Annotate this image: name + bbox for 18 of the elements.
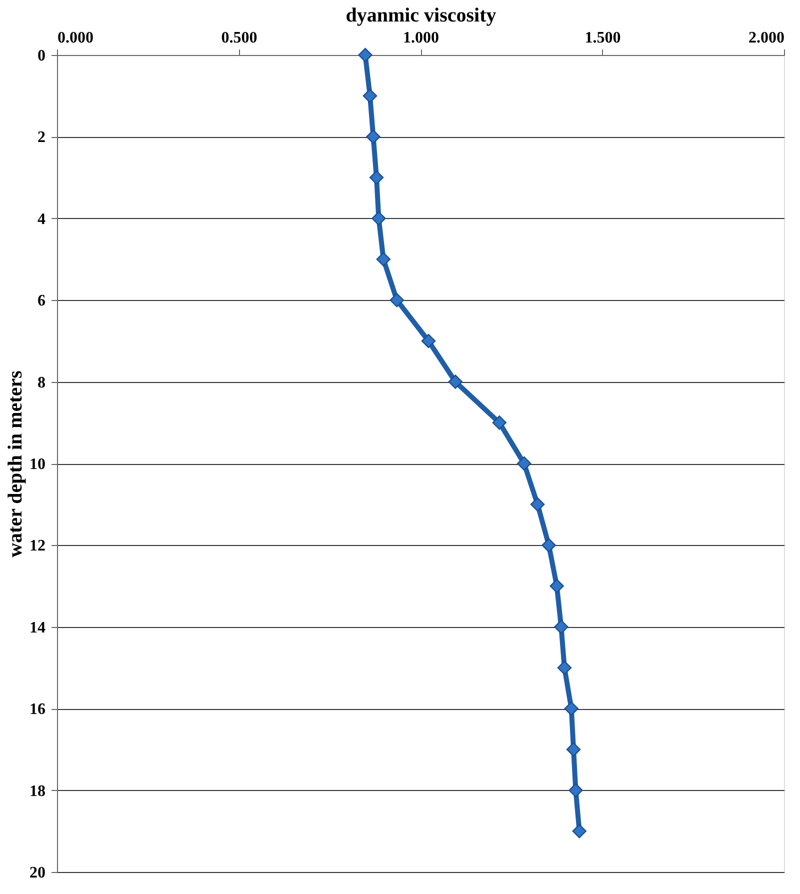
y-tick-label: 12 bbox=[30, 538, 46, 555]
x-tick-label: 0.000 bbox=[58, 30, 94, 46]
x-tick-label: 0.500 bbox=[221, 30, 258, 46]
y-tick-label: 16 bbox=[30, 701, 46, 718]
x-tick-label: 1.500 bbox=[584, 30, 621, 46]
y-tick-label: 0 bbox=[38, 48, 46, 64]
y-tick-label: 20 bbox=[30, 864, 46, 882]
x-axis-title: dyanmic viscosity bbox=[346, 4, 496, 26]
y-tick-label: 6 bbox=[38, 292, 46, 310]
y-tick-label: 8 bbox=[38, 374, 46, 392]
y-axis-title: water depth in meters bbox=[4, 370, 26, 558]
y-tick-label: 14 bbox=[30, 619, 46, 636]
y-tick-label: 10 bbox=[30, 456, 46, 473]
y-tick-label: 18 bbox=[30, 782, 46, 800]
x-tick-label: 2.000 bbox=[748, 30, 784, 46]
x-tick-label: 1.000 bbox=[403, 30, 439, 46]
y-tick-label: 4 bbox=[38, 210, 46, 228]
y-tick-label: 2 bbox=[38, 129, 46, 146]
